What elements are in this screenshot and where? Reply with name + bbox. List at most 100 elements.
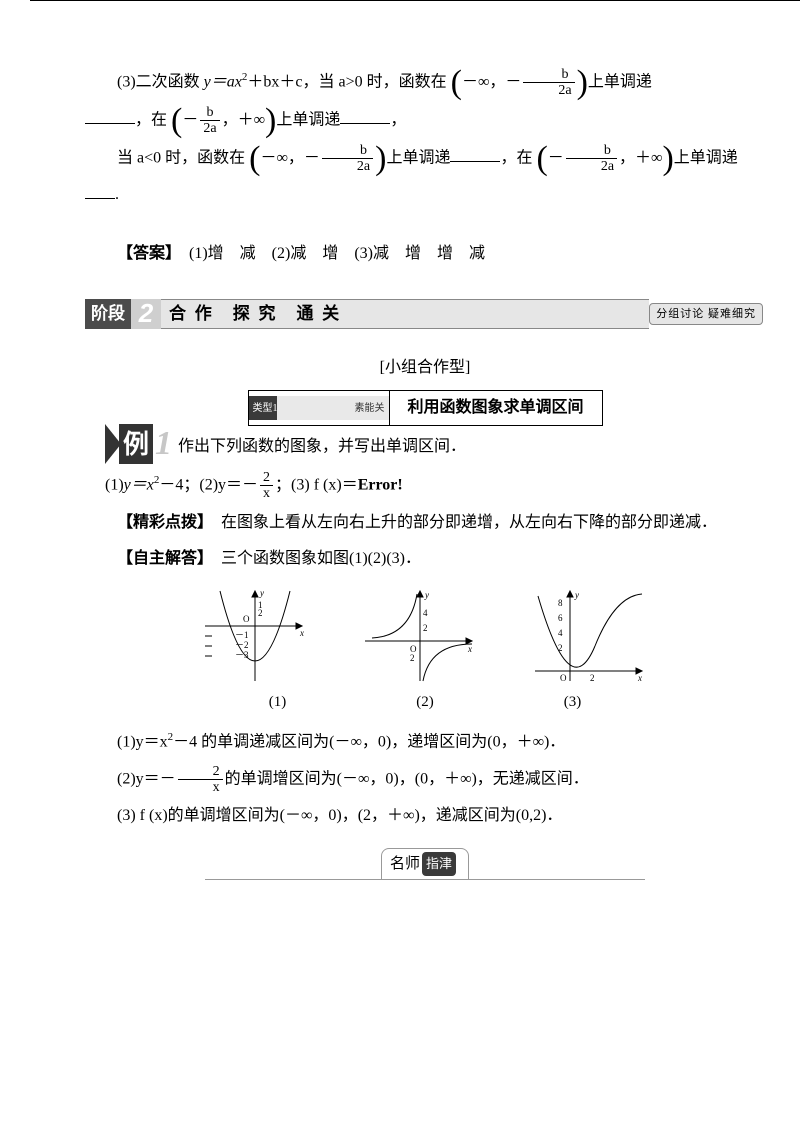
teacher-wrap: 名师 指津 [85, 848, 765, 880]
q3-line4: . [85, 180, 765, 210]
t1a: (1) [105, 476, 124, 493]
q3-comma: ， [390, 111, 406, 128]
int2-r: ，＋∞ [222, 111, 265, 128]
q3-func: y＝ax [204, 74, 242, 91]
tip1-tag: 【精彩点拨】 [117, 514, 205, 531]
t1d: ；(3) f (x)＝ [275, 476, 358, 493]
q3-tail3: 上单调递 [386, 149, 450, 166]
blank-2 [340, 106, 390, 125]
int4-l: － [548, 149, 564, 166]
t2frac: 2x [260, 470, 273, 502]
teacher-rule [205, 879, 645, 880]
tip1: 【精彩点拨】 在图象上看从左向右上升的部分即递增，从左向右下降的部分即递减． [85, 508, 765, 538]
svg-text:2: 2 [423, 623, 428, 633]
svg-text:x: x [299, 628, 304, 638]
teacher-b: 指津 [422, 852, 456, 877]
frac2: b2a [200, 105, 219, 137]
r2b: 的单调增区间为(－∞，0)，(0，＋∞)，无递减区间． [225, 770, 589, 787]
banner-title: 合 作 探 究 通 关 [161, 299, 649, 329]
res2: (2)y＝－2x的单调增区间为(－∞，0)，(0，＋∞)，无递减区间． [85, 764, 765, 796]
t1e: Error! [358, 476, 403, 493]
example-text: 作出下列函数的图象，并写出单调区间． [178, 432, 466, 464]
example-row: 例 1 作出下列函数的图象，并写出单调区间． [85, 424, 765, 464]
svg-text:O: O [560, 673, 567, 683]
frac1: b2a [523, 67, 574, 99]
glabel-1: (1) [269, 688, 287, 717]
topic-icon: 类型1 素能关 [249, 396, 389, 420]
answer-line: 【答案】 (1)增 减 (2)减 增 (3)减 增 增 减 [85, 239, 765, 269]
int4-r: ，＋∞ [619, 149, 662, 166]
graph-labels: (1) (2) (3) [85, 688, 765, 717]
blank-1 [85, 106, 135, 125]
q3-line2: ，在 (－b2a，＋∞)上单调递， [85, 105, 765, 137]
frac3: b2a [322, 143, 373, 175]
q3-line1: (3)二次函数 y＝ax2＋bx＋c，当 a>0 时，函数在 (－∞，－b2a)… [85, 67, 765, 99]
r2frac: 2x [178, 764, 223, 796]
lparen-3: ( [249, 139, 260, 176]
res1: (1)y＝x2－4 的单调递减区间为(－∞，0)，递增区间为(0，＋∞)． [85, 727, 765, 758]
t1c: －4；(2)y＝－ [159, 476, 258, 493]
svg-text:－2: －2 [235, 640, 249, 650]
svg-text:x: x [637, 673, 642, 683]
res3: (3) f (x)的单调增区间为(－∞，0)，(2，＋∞)，递减区间为(0,2)… [85, 801, 765, 831]
glabel-2: (2) [416, 688, 434, 717]
section-banner: 阶段 2 合 作 探 究 通 关 分组讨论 疑难细究 [85, 299, 765, 329]
blank-3 [450, 144, 500, 163]
teacher-tip: 名师 指津 [381, 848, 469, 880]
svg-text:2: 2 [590, 673, 595, 683]
r1a: (1)y＝x [117, 733, 168, 750]
topic-box: 类型1 素能关 利用函数图象求单调区间 [248, 390, 603, 426]
banner-tag: 分组讨论 疑难细究 [649, 303, 763, 325]
q3-l3a: 当 a<0 时，函数在 [117, 149, 245, 166]
svg-text:1: 1 [258, 600, 263, 610]
teacher-a: 名师 [390, 850, 420, 879]
topic-text: 利用函数图象求单调区间 [389, 390, 602, 425]
svg-text:4: 4 [558, 628, 563, 638]
r2a: (2)y＝－ [117, 770, 176, 787]
t1b: y＝x [124, 476, 154, 493]
topic-icon-r: 素能关 [355, 399, 385, 418]
svg-text:6: 6 [558, 613, 563, 623]
topic-icon-l: 类型1 [253, 399, 278, 418]
example-num: 1 [155, 412, 172, 477]
q3-tail1: 上单调递 [588, 74, 652, 91]
svg-text:－3: －3 [235, 650, 249, 660]
svg-text:－1: －1 [235, 630, 249, 640]
svg-text:2: 2 [558, 643, 563, 653]
svg-text:y: y [424, 590, 429, 600]
r1b: －4 的单调递减区间为(－∞，0)，递增区间为(0，＋∞)． [173, 733, 565, 750]
banner-stage: 阶段 [85, 299, 131, 329]
answer-label: 【答案】 [117, 245, 173, 262]
tip2-body: 三个函数图象如图(1)(2)(3)． [205, 550, 421, 567]
svg-text:2: 2 [410, 653, 415, 663]
graphs-row: O x y 2 1 －1－2－3 O 2 x y 4 2 [85, 586, 765, 686]
tasks-line: (1)y＝x2－4；(2)y＝－2x；(3) f (x)＝Error! [105, 470, 765, 502]
lparen-1: ( [451, 64, 462, 101]
rparen-3: ) [375, 139, 386, 176]
subhead: [小组合作型] [85, 353, 765, 383]
q3-tail2: 上单调递 [276, 111, 340, 128]
svg-text:y: y [259, 588, 264, 598]
svg-text:y: y [574, 590, 579, 600]
tip1-body: 在图象上看从左向右上升的部分即递增，从左向右下降的部分即递减． [205, 514, 717, 531]
q3-tail4: 上单调递 [674, 149, 738, 166]
q3-l3b: ，在 [500, 149, 532, 166]
graph-2: O2 x y 42 [360, 586, 480, 686]
int2-l: － [182, 111, 198, 128]
lparen-4: ( [536, 139, 547, 176]
example-badge: 例 1 [105, 424, 172, 464]
q3-line3: 当 a<0 时，函数在 (－∞，－b2a)上单调递，在 (－b2a，＋∞)上单调… [85, 143, 765, 175]
int3-l: －∞，－ [260, 149, 319, 166]
svg-text:8: 8 [558, 598, 563, 608]
rparen-2: ) [265, 102, 276, 139]
tip2: 【自主解答】 三个函数图象如图(1)(2)(3)． [85, 544, 765, 574]
q3-dot: . [115, 186, 119, 203]
svg-text:O: O [243, 614, 250, 624]
svg-text:4: 4 [423, 608, 428, 618]
q3-prefix: (3)二次函数 [117, 74, 204, 91]
example-label: 例 [119, 424, 153, 464]
q3-plus: ＋bx＋c，当 a>0 时，函数在 [247, 74, 446, 91]
lparen-2: ( [171, 102, 182, 139]
blank-4 [85, 181, 115, 200]
svg-text:x: x [467, 644, 472, 654]
